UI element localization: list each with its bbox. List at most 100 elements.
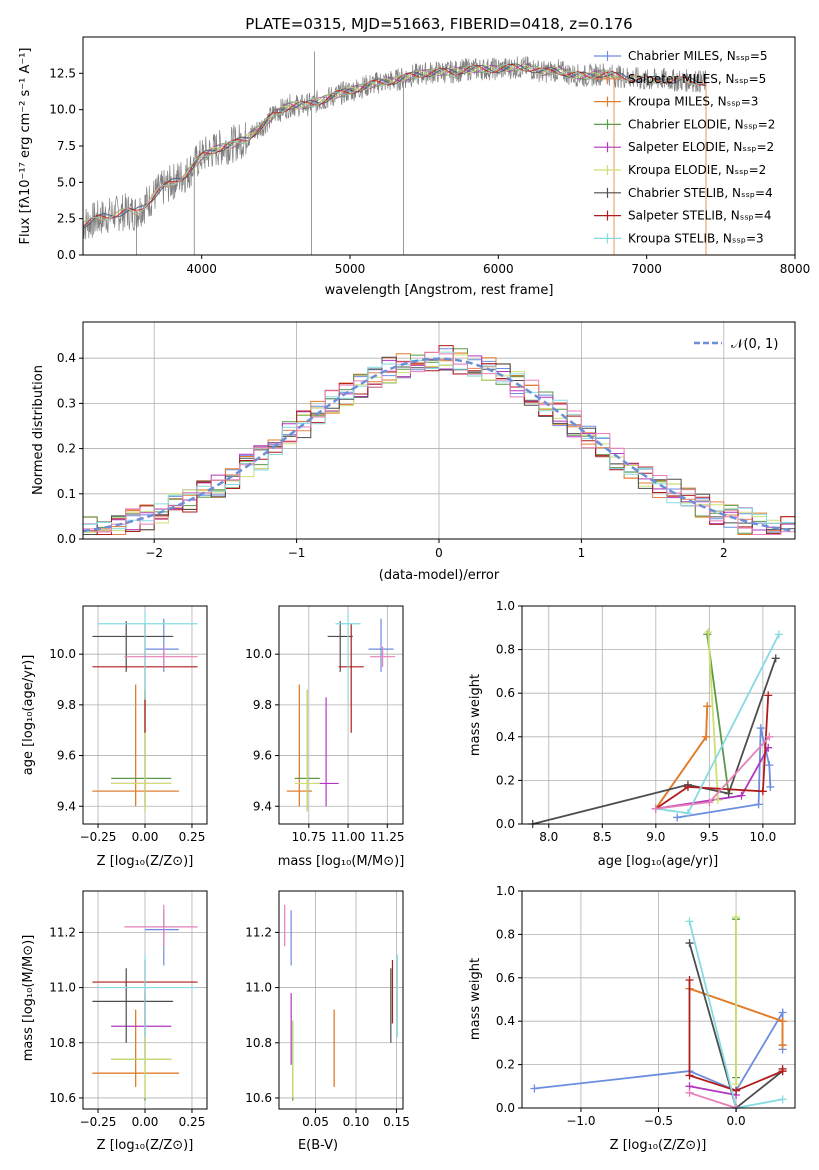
legend-label-chabrier_stelib: Chabrier STELIB, Nₛₛₚ=4	[628, 186, 773, 200]
mw-marker-chabrier_miles	[530, 1084, 539, 1093]
mwZ-xlabel: Z [log₁₀(Z/Z⊙)]	[610, 1138, 707, 1153]
mw-marker-pink	[685, 1088, 694, 1097]
y-tick-label: 7.5	[57, 139, 76, 153]
y-tick-label: 0.2	[496, 773, 515, 787]
x-tick-label: 0.0	[727, 1114, 746, 1128]
y-tick-label: 0.6	[496, 971, 515, 985]
x-tick-label: 11.00	[331, 830, 365, 844]
y-tick-label: 0.0	[496, 1101, 515, 1115]
x-tick-label: −1.0	[566, 1114, 595, 1128]
residuals-plot-area	[82, 345, 796, 535]
x-tick-label: 0.00	[132, 1115, 159, 1129]
mw-marker-salpeter_stelib	[758, 787, 767, 796]
y-tick-label: 2.5	[57, 212, 76, 226]
age-vs-mass-panel: 10.75 11.00 11.25 9.4 9.6 9.8 10.0	[245, 605, 404, 844]
normal-curve	[82, 357, 796, 533]
y-tick-label: 1.0	[496, 884, 515, 898]
residuals-panel: −2 −1 0 1 2 0.0 0.1 0.2 0.3 0.4 (data-model)/erro…	[31, 321, 796, 583]
y-tick-label: 11.0	[245, 981, 272, 995]
x-tick-label: 5000	[335, 262, 366, 276]
mw-marker-kroupa_miles	[702, 732, 711, 741]
mwZ-ylabel: mass weight	[468, 958, 483, 1040]
mw-line-kroupa_elodie	[707, 632, 719, 801]
mw-marker-salpeter_stelib	[685, 1071, 694, 1080]
mw-line-chabrier_stelib	[532, 658, 777, 825]
mw-marker-chabrier_miles	[756, 724, 765, 733]
mw-marker-chabrier_stelib	[724, 789, 733, 798]
mw-marker-pink	[651, 804, 660, 813]
legend-label-salpeter_miles: Salpeter MILES, Nₛₛₚ=5	[628, 72, 766, 86]
mass-vs-ebv-panel: 0.05 0.10 0.15 10.6 10.8 11.0 11.2	[245, 890, 410, 1129]
legend-label-salpeter_stelib: Salpeter STELIB, Nₛₛₚ=4	[628, 209, 772, 223]
mw-marker-chabrier_stelib	[685, 939, 694, 948]
spectrum-panel: PLATE=0315, MJD=51663, FIBERID=0418, z=0…	[18, 15, 810, 298]
mw-line-salpeter_stelib	[655, 695, 770, 810]
spectrum-ylabel: Flux [fλ10⁻¹⁷ erg cm⁻² s⁻¹ A⁻¹]	[18, 48, 33, 245]
massE-xlabel: E(B-V)	[298, 1138, 338, 1153]
y-tick-label: 10.0	[49, 647, 76, 661]
y-tick-label: 9.6	[253, 749, 272, 763]
x-tick-label: 6000	[483, 262, 514, 276]
y-tick-label: 9.8	[253, 698, 272, 712]
y-tick-label: 0.6	[496, 686, 515, 700]
mw-marker-salpeter_stelib	[778, 1064, 787, 1073]
mw-line-pink	[689, 1091, 737, 1109]
massweight-vs-Z-panel: −1.0 −0.5 0.0 0.0 0.2 0.4 0.6 0.8 1.0	[496, 884, 796, 1128]
spectrum-xlabel: wavelength [Angstrom, rest frame]	[325, 283, 554, 298]
mw-marker-kroupa_elodie	[713, 796, 722, 805]
y-tick-label: 11.2	[245, 925, 272, 939]
y-tick-label: 11.2	[49, 925, 76, 939]
y-tick-label: 9.6	[57, 749, 76, 763]
mw-marker-kroupa_miles	[778, 1017, 787, 1026]
residuals-legend: 𝒩(0, 1)	[694, 337, 778, 352]
mw-marker-kroupa_miles	[778, 1041, 787, 1050]
legend-label-kroupa_miles: Kroupa MILES, Nₛₛₚ=3	[628, 95, 758, 109]
massZ-ylabel: mass [log₁₀(M/M⊙)]	[21, 935, 36, 1062]
legend-label-kroupa_elodie: Kroupa ELODIE, Nₛₛₚ=2	[628, 163, 766, 177]
x-tick-label: 0.05	[302, 1115, 329, 1129]
mw-marker-chabrier_miles	[765, 761, 774, 770]
model-spectrum-chabrier_stelib	[82, 63, 707, 229]
legend-label-salpeter_elodie: Salpeter ELODIE, Nₛₛₚ=2	[628, 140, 774, 154]
y-tick-label: 12.5	[49, 66, 76, 80]
massZ-xlabel: Z [log₁₀(Z/Z⊙)]	[97, 1138, 194, 1153]
x-tick-label: −0.5	[644, 1114, 673, 1128]
normal-legend-label: 𝒩(0, 1)	[731, 337, 778, 352]
y-tick-label: 0.8	[496, 643, 515, 657]
y-tick-label: 0.2	[57, 442, 76, 456]
ageM-xlabel: mass [log₁₀(M/M⊙)]	[278, 854, 405, 869]
y-tick-label: 10.8	[245, 1036, 272, 1050]
x-tick-label: 2	[720, 546, 728, 560]
spectrum-legend: Chabrier MILES, Nₛₛₚ=5 Salpeter MILES, Nₛ…	[594, 49, 775, 245]
x-tick-label: 1	[578, 546, 586, 560]
legend-label-chabrier_elodie: Chabrier ELODIE, Nₛₛₚ=2	[628, 117, 775, 131]
mwAge-ylabel: mass weight	[468, 674, 483, 756]
legend-label-kroupa_stelib: Kroupa STELIB, Nₛₛₚ=3	[628, 231, 764, 245]
model-spectrum-kroupa_stelib	[82, 64, 707, 224]
x-tick-label: 0	[435, 546, 443, 560]
y-tick-label: 0.3	[57, 396, 76, 410]
mw-marker-salpeter_stelib	[685, 975, 694, 984]
ageZ-xlabel: Z [log₁₀(Z/Z⊙)]	[97, 854, 194, 869]
x-tick-label: 0.10	[343, 1115, 370, 1129]
x-tick-label: 0.15	[383, 1115, 410, 1129]
mw-marker-pink	[705, 798, 714, 807]
y-tick-label: 5.0	[57, 175, 76, 189]
mw-marker-salpeter_stelib	[764, 691, 773, 700]
y-tick-label: 0.0	[57, 248, 76, 262]
residuals-ticks: −2 −1 0 1 2 0.0 0.1 0.2 0.3 0.4	[57, 351, 728, 560]
x-tick-label: 10.0	[750, 830, 777, 844]
mw-marker-kroupa_miles	[703, 702, 712, 711]
y-tick-label: 0.4	[496, 1014, 515, 1028]
mass-vs-Z-panel: −0.25 0.00 0.25 10.6 10.8 11.0 11.2	[49, 890, 208, 1129]
y-tick-label: 1.0	[496, 599, 515, 613]
x-tick-label: 9.0	[646, 830, 665, 844]
x-tick-label: −0.25	[80, 830, 117, 844]
mw-marker-chabrier_miles	[673, 813, 682, 822]
mw-marker-kroupa_elodie	[704, 628, 713, 637]
hist-step-kroupa_stelib	[83, 351, 795, 530]
y-tick-label: 10.8	[49, 1036, 76, 1050]
y-tick-label: 11.0	[49, 981, 76, 995]
spectrum-title: PLATE=0315, MJD=51663, FIBERID=0418, z=0…	[245, 15, 632, 33]
